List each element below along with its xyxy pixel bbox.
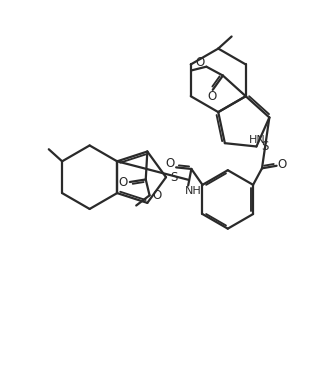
- Text: S: S: [171, 171, 178, 184]
- Text: NH: NH: [185, 186, 201, 196]
- Text: O: O: [118, 175, 128, 188]
- Text: O: O: [207, 90, 217, 103]
- Text: O: O: [165, 157, 174, 170]
- Text: O: O: [277, 158, 286, 171]
- Text: S: S: [261, 140, 268, 153]
- Text: O: O: [196, 56, 205, 69]
- Text: O: O: [152, 189, 161, 202]
- Text: HN: HN: [249, 135, 265, 146]
